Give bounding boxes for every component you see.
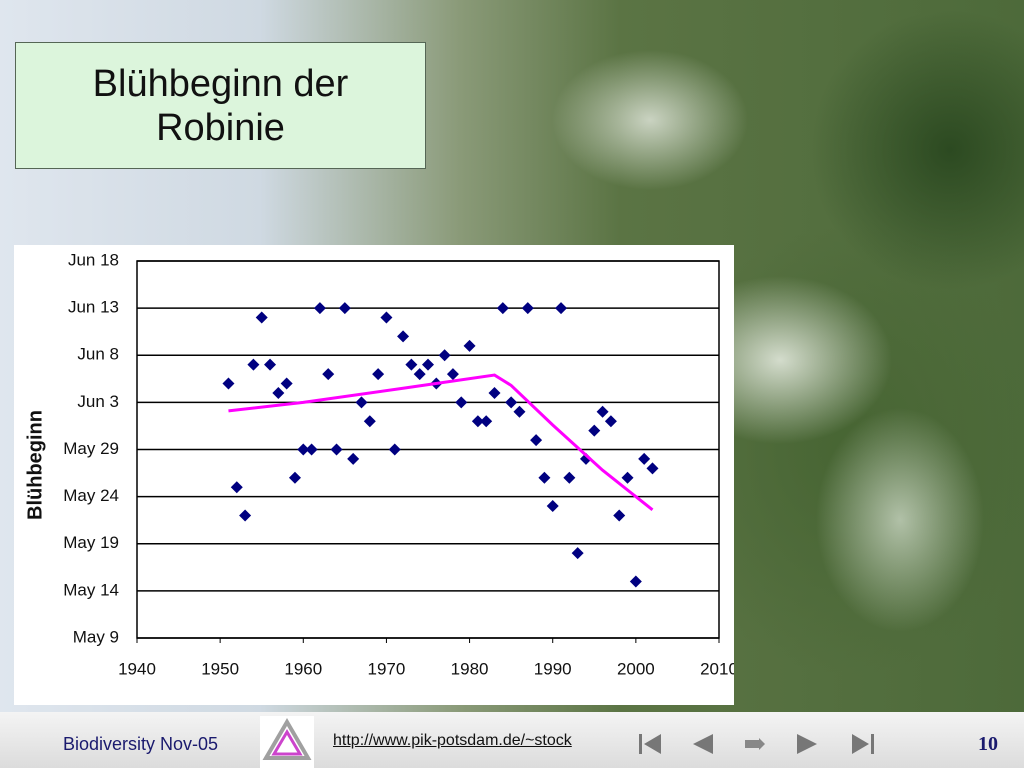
- footer-url[interactable]: http://www.pik-potsdam.de/~stock: [333, 732, 572, 749]
- x-tick-label: 1980: [451, 659, 489, 678]
- trend-line: [228, 373, 654, 511]
- data-point: [555, 302, 568, 315]
- y-tick-label: Jun 13: [68, 298, 119, 317]
- data-point: [621, 471, 634, 484]
- x-tick-label: 2000: [617, 659, 655, 678]
- page-number: 10: [978, 733, 998, 755]
- data-point: [446, 368, 459, 381]
- data-point: [538, 471, 551, 484]
- data-point: [604, 415, 617, 428]
- data-point: [505, 396, 518, 409]
- data-point: [388, 443, 401, 456]
- data-point: [313, 302, 326, 315]
- data-point: [330, 443, 343, 456]
- nav-first[interactable]: [639, 734, 661, 754]
- data-point: [480, 415, 493, 428]
- data-point: [380, 311, 393, 324]
- nav-return[interactable]: [745, 738, 765, 750]
- data-point: [255, 311, 268, 324]
- data-point: [588, 424, 601, 437]
- data-point: [629, 575, 642, 588]
- y-axis-label: Blühbeginn: [24, 410, 46, 520]
- y-tick-label: May 24: [63, 486, 119, 505]
- data-point: [471, 415, 484, 428]
- x-tick-label: 1950: [201, 659, 239, 678]
- y-tick-label: May 19: [63, 533, 119, 552]
- data-point: [521, 302, 534, 315]
- data-point: [413, 368, 426, 381]
- data-point: [288, 471, 301, 484]
- data-point: [297, 443, 310, 456]
- data-point: [646, 462, 659, 475]
- data-point: [222, 377, 235, 390]
- y-tick-label: May 14: [63, 580, 119, 599]
- title-line: Blühbeginn der: [92, 62, 349, 105]
- x-tick-label: 1960: [284, 659, 322, 678]
- x-tick-label: 1990: [534, 659, 572, 678]
- x-tick-label: 2010: [700, 659, 734, 678]
- x-tick-label: 1940: [118, 659, 156, 678]
- data-point: [546, 500, 559, 513]
- data-point: [513, 405, 526, 418]
- nav-next[interactable]: [797, 734, 817, 754]
- data-point: [530, 434, 543, 447]
- data-point: [272, 386, 285, 399]
- data-point: [596, 405, 609, 418]
- data-point: [463, 339, 476, 352]
- data-point: [230, 481, 243, 494]
- chart: May 9 May 14 May 19 May 24 May 29 Jun 3 Jun 8 J…: [14, 245, 734, 705]
- data-point: [338, 302, 351, 315]
- data-point: [405, 358, 418, 371]
- y-tick-label: Jun 3: [77, 392, 119, 411]
- footer-label: Biodiversity Nov-05: [63, 734, 219, 754]
- data-point: [563, 471, 576, 484]
- data-point: [488, 386, 501, 399]
- y-tick-label: Jun 8: [77, 345, 119, 364]
- data-point: [347, 452, 360, 465]
- x-tick-label: 1970: [368, 659, 406, 678]
- logo-triangle-inner: [271, 729, 303, 756]
- data-point: [397, 330, 410, 343]
- y-tick-label: May 29: [63, 439, 119, 458]
- data-point: [438, 349, 451, 362]
- title-line: Robinie: [156, 106, 285, 149]
- data-point: [571, 547, 584, 560]
- data-point: [579, 452, 592, 465]
- data-point: [638, 452, 651, 465]
- data-point: [264, 358, 277, 371]
- data-point: [247, 358, 260, 371]
- y-tick-label: May 9: [73, 627, 119, 646]
- title-box: Blühbeginn der Robinie: [15, 42, 426, 169]
- data-point: [422, 358, 434, 371]
- footer: Biodiversity Nov-05 http://www.pik-potsd…: [0, 712, 1024, 768]
- data-point: [363, 415, 376, 428]
- nav-buttons: [639, 734, 874, 754]
- data-point: [372, 368, 385, 381]
- data-point: [322, 368, 335, 381]
- nav-last[interactable]: [852, 734, 874, 754]
- nav-prev[interactable]: [693, 734, 713, 754]
- data-point: [280, 377, 293, 390]
- y-tick-label: Jun 18: [68, 250, 119, 269]
- data-point: [305, 443, 318, 456]
- logo-triangle: [262, 718, 312, 760]
- data-point: [496, 302, 509, 315]
- logo: [260, 716, 314, 768]
- data-point: [455, 396, 468, 409]
- data-point: [355, 396, 368, 409]
